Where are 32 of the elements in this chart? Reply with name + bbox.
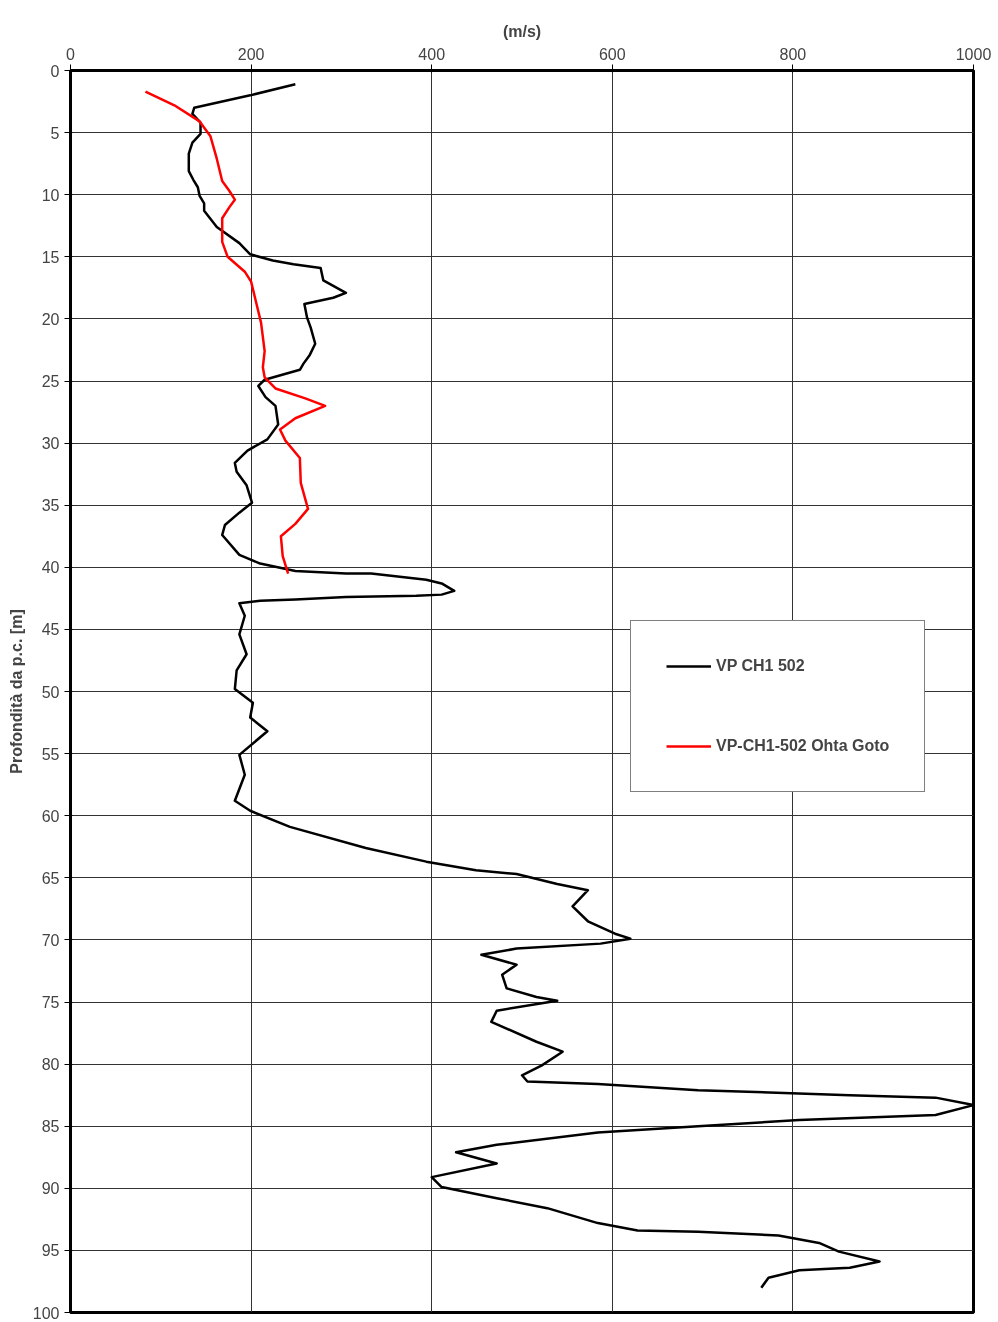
y-tick-label: 70 [41, 931, 60, 949]
x-tick-label: 600 [598, 45, 626, 63]
y-tick-label: 65 [41, 869, 60, 887]
y-tick-label: 90 [41, 1180, 60, 1198]
x-tick-label: 800 [779, 45, 807, 63]
x-tick-label: 1000 [955, 45, 992, 63]
y-tick-label: 25 [41, 373, 60, 390]
y-tick-label: 0 [50, 62, 60, 80]
y-axis-title: Profondità da p.c. [m] [7, 609, 25, 774]
x-axis-title: (m/s) [502, 22, 542, 40]
x-tick-label: 0 [66, 45, 76, 63]
x-tick-label: 200 [237, 45, 265, 63]
legend-label: VP CH1 502 [716, 657, 805, 675]
y-tick-label: 85 [41, 1118, 60, 1136]
y-tick-label: 60 [41, 807, 60, 825]
y-tick-label: 10 [41, 186, 60, 204]
y-tick-label: 15 [41, 248, 60, 266]
line-series [144, 90, 327, 575]
y-tick-label: 95 [41, 1242, 60, 1260]
y-tick-label: 55 [41, 745, 60, 763]
legend-label: VP-CH1-502 Ohta Goto [716, 737, 890, 755]
y-tick-label: 40 [41, 559, 60, 577]
y-tick-label: 75 [41, 994, 60, 1011]
y-tick-label: 45 [41, 621, 60, 639]
y-tick-label: 50 [41, 683, 60, 701]
y-tick-label: 5 [50, 124, 60, 142]
x-tick-label: 400 [418, 45, 446, 63]
y-tick-label: 100 [32, 1304, 60, 1322]
y-tick-label: 35 [41, 497, 60, 515]
y-tick-label: 80 [41, 1056, 60, 1074]
y-tick-label: 20 [41, 310, 60, 328]
y-tick-label: 30 [41, 435, 60, 453]
